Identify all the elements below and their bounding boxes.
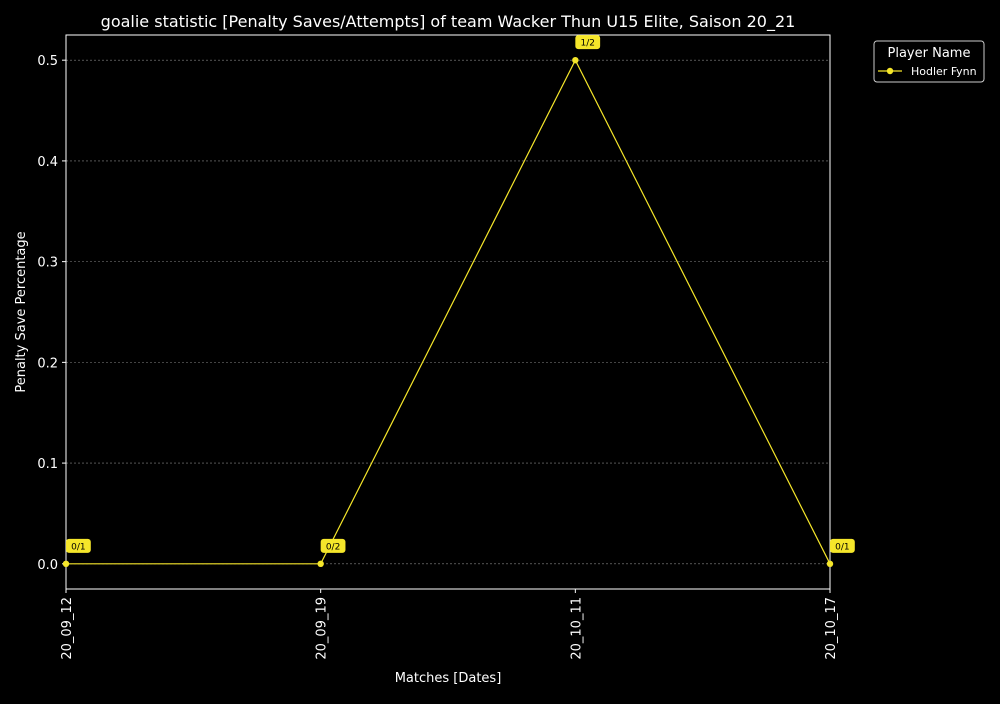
y-tick-label: 0.2 — [37, 356, 58, 371]
series-layer: 0/1 0/2 1/2 0/1 — [62, 35, 855, 568]
x-tick-label: 20_10_17 — [824, 597, 839, 660]
data-label: 0/2 — [326, 542, 340, 552]
series-line — [66, 58, 831, 565]
data-label-box — [320, 538, 346, 553]
data-label: 1/2 — [580, 39, 594, 49]
data-label: 0/1 — [835, 542, 849, 552]
y-axis-label: Penalty Save Percentage — [14, 231, 29, 392]
x-axis: 20_09_12 20_09_19 20_10_11 20_10_17 — [60, 589, 839, 660]
grid-lines — [66, 59, 830, 565]
legend-title: Player Name — [888, 46, 971, 61]
x-tick-label: 20_09_19 — [315, 597, 330, 660]
y-tick-label: 0.0 — [37, 558, 58, 573]
y-tick-label: 0.1 — [37, 457, 58, 472]
data-label: 0/1 — [71, 542, 85, 552]
chart-title: goalie statistic [Penalty Saves/Attempts… — [101, 12, 796, 32]
x-tick-label: 20_09_12 — [60, 597, 75, 660]
y-tick-label: 0.3 — [37, 256, 58, 271]
y-axis: 0.0 0.1 0.2 0.3 0.4 0.5 — [37, 54, 66, 573]
legend-box — [873, 40, 985, 83]
x-tick-label: 20_10_11 — [569, 597, 584, 660]
legend-marker — [886, 67, 894, 75]
plot-area-frame — [65, 34, 831, 590]
x-axis-label: Matches [Dates] — [395, 671, 502, 686]
data-label-box — [830, 538, 855, 553]
legend: Player Name Hodler Fynn — [873, 40, 985, 83]
data-point — [62, 560, 70, 568]
data-label-box — [575, 35, 601, 50]
data-point — [317, 560, 324, 568]
y-tick-label: 0.5 — [37, 54, 58, 69]
data-label-box — [66, 538, 91, 553]
y-tick-label: 0.4 — [37, 155, 58, 170]
data-point — [826, 560, 834, 568]
data-point — [572, 56, 579, 64]
legend-entry-label: Hodler Fynn — [911, 65, 977, 78]
